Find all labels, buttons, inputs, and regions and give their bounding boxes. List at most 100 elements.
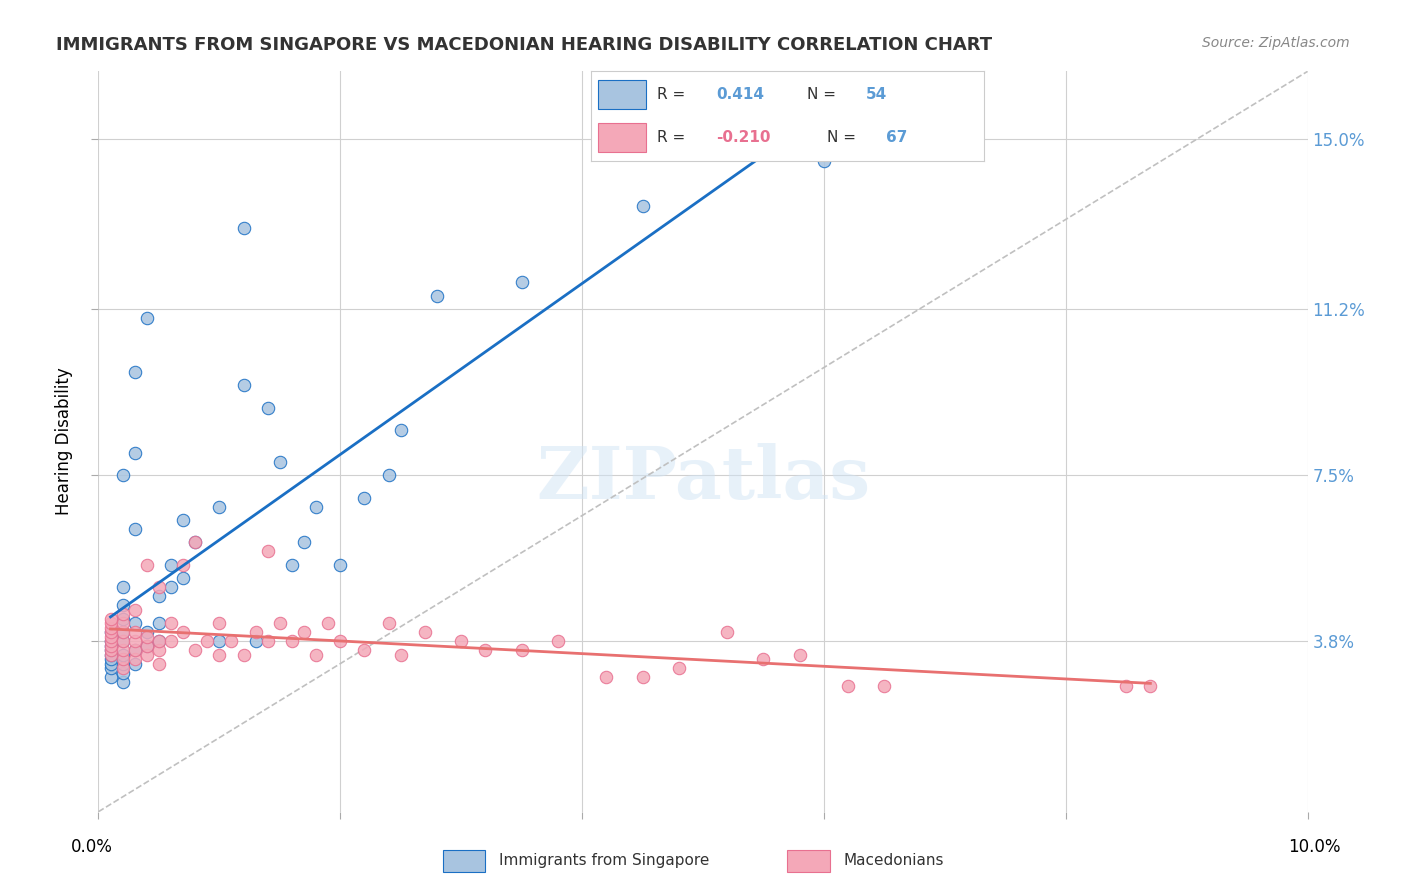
Point — [172, 513, 194, 527]
Point — [256, 401, 278, 415]
Point — [281, 634, 304, 648]
Point — [631, 670, 654, 684]
Point — [184, 535, 207, 549]
Point — [111, 607, 134, 622]
Point — [124, 446, 146, 460]
Point — [100, 634, 122, 648]
Point — [148, 643, 170, 657]
Point — [100, 643, 122, 657]
Point — [124, 365, 146, 379]
Point — [135, 625, 157, 640]
Point — [111, 661, 134, 675]
Point — [172, 625, 194, 640]
Point — [124, 652, 146, 666]
Point — [111, 612, 134, 626]
Text: -0.210: -0.210 — [717, 130, 770, 145]
Point — [377, 616, 399, 631]
Point — [547, 634, 569, 648]
Text: IMMIGRANTS FROM SINGAPORE VS MACEDONIAN HEARING DISABILITY CORRELATION CHART: IMMIGRANTS FROM SINGAPORE VS MACEDONIAN … — [56, 36, 993, 54]
Text: 10.0%: 10.0% — [1288, 838, 1341, 855]
Text: N =: N = — [827, 130, 856, 145]
Point — [353, 491, 375, 505]
Point — [631, 199, 654, 213]
Point — [184, 643, 207, 657]
Point — [148, 657, 170, 671]
Text: 54: 54 — [866, 87, 887, 102]
Point — [1115, 679, 1137, 693]
Point — [100, 639, 122, 653]
Point — [269, 616, 291, 631]
FancyBboxPatch shape — [787, 849, 830, 872]
Point — [100, 612, 122, 626]
Y-axis label: Hearing Disability: Hearing Disability — [55, 368, 73, 516]
FancyBboxPatch shape — [599, 123, 645, 152]
Point — [1139, 679, 1161, 693]
Point — [716, 625, 738, 640]
Point — [124, 657, 146, 671]
Point — [221, 634, 243, 648]
Point — [160, 616, 183, 631]
Point — [124, 522, 146, 536]
Point — [377, 468, 399, 483]
Point — [474, 643, 496, 657]
Point — [837, 679, 859, 693]
Point — [256, 634, 278, 648]
Point — [873, 679, 896, 693]
Point — [100, 630, 122, 644]
Point — [100, 670, 122, 684]
Point — [668, 661, 690, 675]
Text: R =: R = — [658, 130, 686, 145]
Point — [195, 634, 218, 648]
Point — [208, 648, 231, 662]
Point — [111, 580, 134, 594]
Point — [184, 535, 207, 549]
Text: Source: ZipAtlas.com: Source: ZipAtlas.com — [1202, 36, 1350, 50]
Point — [245, 634, 267, 648]
Point — [595, 670, 617, 684]
Point — [148, 590, 170, 604]
Point — [100, 634, 122, 648]
Point — [111, 625, 134, 640]
Point — [148, 634, 170, 648]
Point — [510, 643, 533, 657]
Point — [135, 639, 157, 653]
Point — [813, 154, 835, 169]
Point — [148, 634, 170, 648]
Point — [232, 221, 254, 235]
Point — [100, 616, 122, 631]
Point — [232, 378, 254, 392]
Point — [100, 661, 122, 675]
Point — [135, 311, 157, 326]
Point — [281, 558, 304, 572]
Point — [100, 643, 122, 657]
Text: N =: N = — [807, 87, 837, 102]
Point — [269, 455, 291, 469]
Point — [111, 657, 134, 671]
Point — [353, 643, 375, 657]
Point — [100, 648, 122, 662]
Point — [789, 648, 811, 662]
Point — [316, 616, 339, 631]
Point — [111, 648, 134, 662]
Point — [450, 634, 472, 648]
Point — [111, 643, 134, 657]
Point — [172, 571, 194, 585]
Point — [135, 639, 157, 653]
Point — [124, 603, 146, 617]
Point — [100, 657, 122, 671]
Point — [305, 500, 328, 514]
Point — [160, 558, 183, 572]
Point — [124, 634, 146, 648]
Text: 0.414: 0.414 — [717, 87, 765, 102]
Point — [413, 625, 436, 640]
Point — [100, 625, 122, 640]
Point — [111, 665, 134, 680]
Point — [389, 648, 412, 662]
Text: 0.0%: 0.0% — [70, 838, 112, 855]
Point — [148, 580, 170, 594]
Point — [292, 535, 315, 549]
FancyBboxPatch shape — [443, 849, 485, 872]
Point — [111, 634, 134, 648]
Point — [135, 558, 157, 572]
Point — [208, 616, 231, 631]
